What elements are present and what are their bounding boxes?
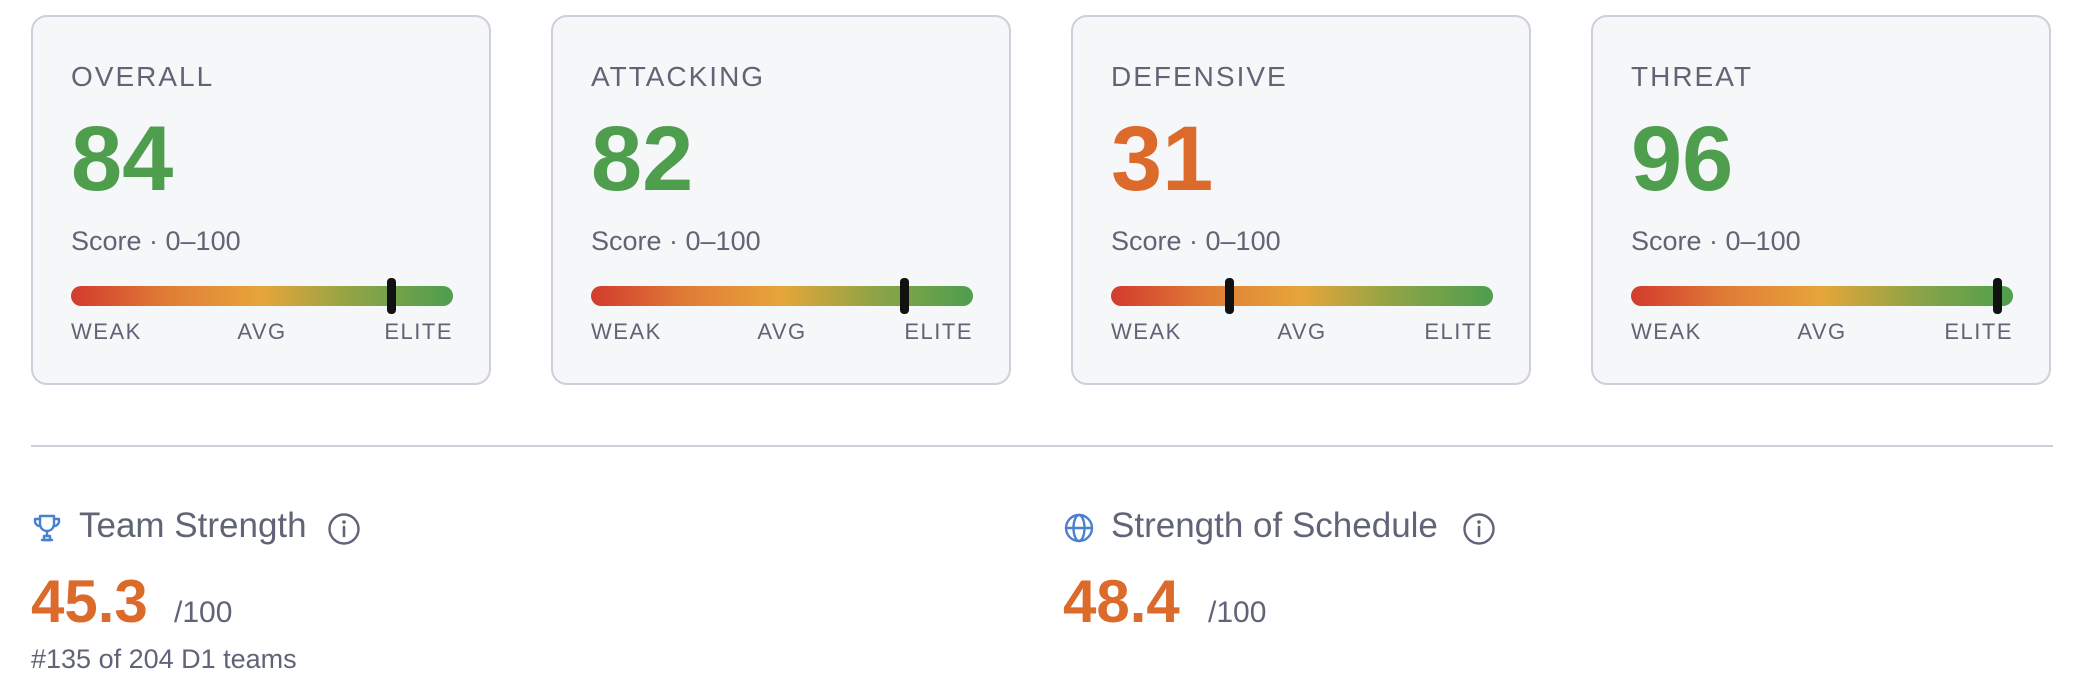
scale-labels: WEAK AVG ELITE	[1631, 319, 2013, 349]
card-label: THREAT	[1631, 61, 1753, 92]
score-gradient-bar	[1631, 278, 2013, 314]
score-marker	[1993, 278, 2003, 314]
scale-label-weak: WEAK	[1631, 319, 1702, 344]
card-label: OVERALL	[71, 61, 215, 92]
scale-label-avg: AVG	[237, 319, 287, 344]
schedule-strength-section: Strength of Schedule 48.4 /100	[1063, 492, 2023, 682]
section-divider	[31, 445, 2053, 447]
score-marker	[1224, 278, 1234, 314]
overall-card: OVERALL 84 Score · 0–100 WEAK AVG ELITE	[31, 15, 491, 385]
score-gradient-bar	[591, 278, 973, 314]
team-rank: #135 of 204 D1 teams	[31, 644, 297, 674]
card-subtitle: Score · 0–100	[591, 226, 761, 256]
schedule-strength-max: /100	[1208, 596, 1267, 629]
card-score-value: 96	[1631, 108, 1734, 210]
card-subtitle: Score · 0–100	[1631, 226, 1801, 256]
scale-label-elite: ELITE	[1424, 319, 1493, 344]
scale-label-weak: WEAK	[71, 319, 142, 344]
scale-labels: WEAK AVG ELITE	[71, 319, 453, 349]
scale-label-elite: ELITE	[384, 319, 453, 344]
scale-labels: WEAK AVG ELITE	[591, 319, 973, 349]
score-cards: OVERALL 84 Score · 0–100 WEAK AVG ELITE …	[31, 15, 2053, 387]
score-marker	[387, 278, 397, 314]
info-icon[interactable]	[1462, 512, 1496, 546]
schedule-strength-title: Strength of Schedule	[1111, 506, 1438, 545]
scale-label-weak: WEAK	[1111, 319, 1182, 344]
threat-card: THREAT 96 Score · 0–100 WEAK AVG ELITE	[1591, 15, 2051, 385]
team-strength-value: 45.3	[31, 568, 148, 635]
card-score-value: 84	[71, 108, 174, 210]
scale-label-avg: AVG	[757, 319, 807, 344]
score-gradient-bar	[1111, 278, 1493, 314]
scale-label-avg: AVG	[1277, 319, 1327, 344]
scale-label-avg: AVG	[1797, 319, 1847, 344]
defensive-card: DEFENSIVE 31 Score · 0–100 WEAK AVG ELIT…	[1071, 15, 1531, 385]
scale-label-elite: ELITE	[1944, 319, 2013, 344]
card-score-value: 82	[591, 108, 694, 210]
card-label: ATTACKING	[591, 61, 766, 92]
card-label: DEFENSIVE	[1111, 61, 1288, 92]
team-strength-section: Team Strength 45.3 /100 #135 of 204 D1 t…	[31, 492, 991, 682]
scale-label-weak: WEAK	[591, 319, 662, 344]
attacking-card: ATTACKING 82 Score · 0–100 WEAK AVG ELIT…	[551, 15, 1011, 385]
globe-icon	[1064, 513, 1094, 543]
card-score-value: 31	[1111, 108, 1214, 210]
scale-labels: WEAK AVG ELITE	[1111, 319, 1493, 349]
schedule-strength-value: 48.4	[1063, 568, 1180, 635]
team-strength-title: Team Strength	[79, 506, 307, 545]
score-marker	[899, 278, 909, 314]
team-strength-max: /100	[174, 596, 233, 629]
info-icon[interactable]	[327, 512, 361, 546]
trophy-icon	[33, 514, 61, 542]
scale-label-elite: ELITE	[904, 319, 973, 344]
card-subtitle: Score · 0–100	[71, 226, 241, 256]
card-subtitle: Score · 0–100	[1111, 226, 1281, 256]
score-gradient-bar	[71, 278, 453, 314]
